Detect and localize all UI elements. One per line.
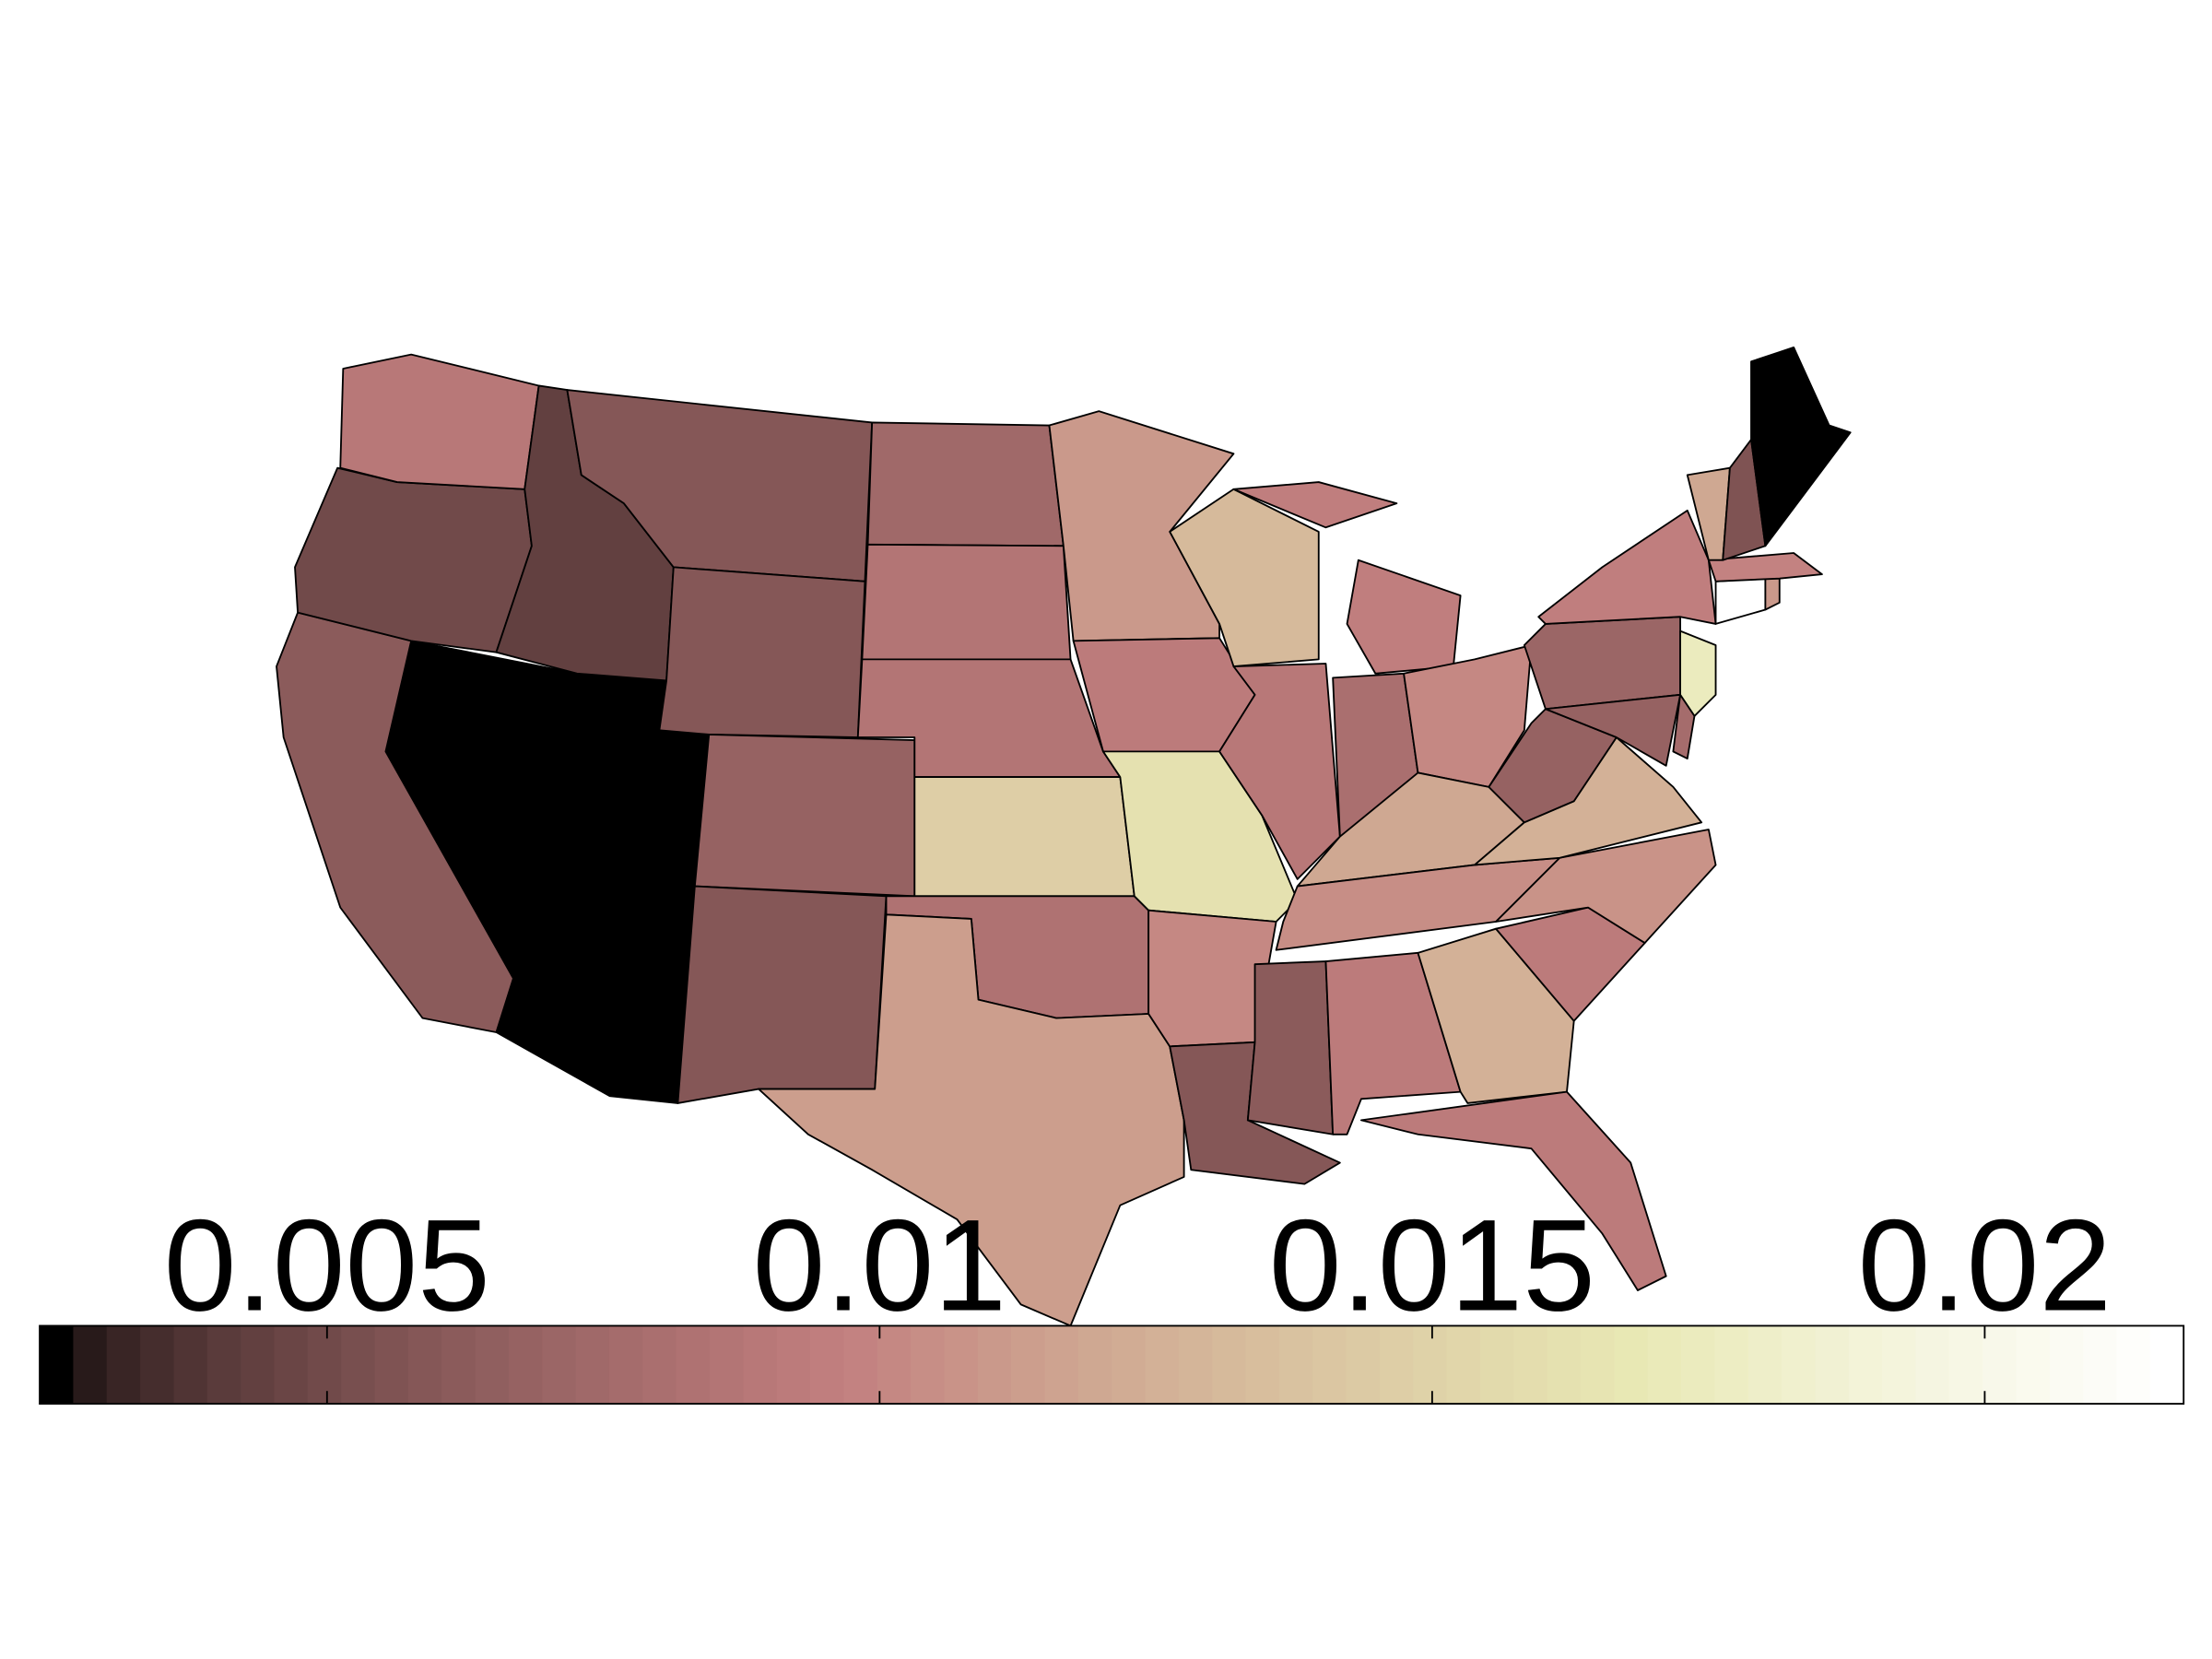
colorbar-swatch	[1145, 1325, 1180, 1405]
colorbar-swatch	[1714, 1325, 1749, 1405]
region	[1545, 693, 1681, 767]
colorbar-tick-label: 0.005	[164, 1193, 490, 1338]
colorbar-swatch	[710, 1325, 745, 1405]
region	[1672, 693, 1696, 759]
region	[1246, 960, 1335, 1135]
colorbar-swatch	[2083, 1325, 2118, 1405]
colorbar-swatch	[1413, 1325, 1448, 1405]
region	[861, 543, 1072, 661]
colorbar-swatch	[1782, 1325, 1817, 1405]
region	[677, 885, 888, 1104]
colorbar-swatch	[1614, 1325, 1649, 1405]
colorbar-swatch	[1312, 1325, 1347, 1405]
colorbar-swatch	[241, 1325, 276, 1405]
colorbar-swatch	[1245, 1325, 1280, 1405]
colorbar-swatch	[173, 1325, 208, 1405]
colorbar-swatch	[642, 1325, 677, 1405]
colorbar-swatch	[1379, 1325, 1415, 1405]
colorbar-swatch	[1983, 1325, 2018, 1405]
region	[658, 566, 866, 738]
region	[866, 421, 1065, 547]
colorbar-swatch	[1212, 1325, 1247, 1405]
region	[1072, 637, 1256, 753]
colorbar-swatch	[1278, 1325, 1314, 1405]
colorbar-swatch	[1882, 1325, 1917, 1405]
colorbar-swatch	[441, 1325, 477, 1405]
colorbar-swatch	[1948, 1325, 1984, 1405]
colorbar-swatch	[2016, 1325, 2051, 1405]
colorbar-swatch	[1346, 1325, 1381, 1405]
colorbar-swatch	[206, 1325, 242, 1405]
region	[1707, 552, 1823, 582]
region	[1360, 1090, 1667, 1291]
colorbar-swatch	[1681, 1325, 1716, 1405]
colorbar-swatch	[542, 1325, 577, 1405]
colorbar-swatch	[944, 1325, 979, 1405]
colorbar-swatch	[1446, 1325, 1481, 1405]
region	[693, 734, 916, 898]
colorbar-swatch	[877, 1325, 912, 1405]
region	[1232, 481, 1462, 675]
colorbar-swatch	[374, 1325, 409, 1405]
colorbar-swatch	[73, 1325, 108, 1405]
colorbar-swatch	[1011, 1325, 1046, 1405]
region	[276, 611, 514, 1033]
colorbar-swatch	[508, 1325, 544, 1405]
colorbar-swatch	[575, 1325, 610, 1405]
colorbar-tick-label: 0.015	[1269, 1193, 1595, 1338]
states	[276, 347, 1852, 1327]
colorbar-swatch	[40, 1325, 75, 1405]
colorbar-swatch	[810, 1325, 845, 1405]
colorbar-swatch	[106, 1325, 142, 1405]
colorbar-swatch	[1547, 1325, 1582, 1405]
colorbar-swatch	[1581, 1325, 1616, 1405]
colorbar-swatch	[1178, 1325, 1214, 1405]
colorbar-frame	[39, 1324, 2185, 1406]
region	[1218, 663, 1341, 880]
colorbar-swatch	[307, 1325, 343, 1405]
colorbar-swatch	[843, 1325, 878, 1405]
colorbar-swatch	[2116, 1325, 2151, 1405]
colorbar-swatch	[1044, 1325, 1079, 1405]
colorbar-swatch	[1479, 1325, 1515, 1405]
region	[913, 776, 1135, 898]
colorbar-swatch	[2149, 1325, 2185, 1405]
colorbar-swatch	[1915, 1325, 1950, 1405]
colorbar-swatch	[911, 1325, 946, 1405]
colorbar-swatch	[977, 1325, 1013, 1405]
colorbar-swatch	[341, 1325, 376, 1405]
colorbar-swatch	[475, 1325, 510, 1405]
region	[1750, 347, 1852, 547]
region	[1679, 629, 1717, 717]
colorbar-swatch	[2049, 1325, 2085, 1405]
region	[1714, 577, 1767, 625]
region	[1523, 616, 1681, 711]
colorbar-swatch	[1815, 1325, 1850, 1405]
region	[1537, 509, 1717, 625]
region	[1764, 577, 1781, 611]
colorbar: 0.005 0.01 0.015 0.02	[39, 1193, 2185, 1406]
colorbar-swatch	[1077, 1325, 1113, 1405]
colorbar-tick-label: 0.02	[1858, 1193, 2112, 1338]
colorbar-swatch	[140, 1325, 175, 1405]
colorbar-swatch	[743, 1325, 778, 1405]
colorbar-swatch	[1513, 1325, 1548, 1405]
colorbar-swatch	[407, 1325, 443, 1405]
colorbar-swatch	[676, 1325, 711, 1405]
colorbar-swatch	[1747, 1325, 1783, 1405]
colorbar-swatch	[1112, 1325, 1147, 1405]
colorbar-swatch	[274, 1325, 309, 1405]
region	[758, 913, 1185, 1327]
region	[339, 353, 540, 490]
colorbar-swatch	[776, 1325, 811, 1405]
colorbar-swatch	[608, 1325, 644, 1405]
colorbar-swatch	[1647, 1325, 1682, 1405]
colorbar-tick-label: 0.01	[753, 1193, 1006, 1338]
colorbar-swatch	[1848, 1325, 1884, 1405]
